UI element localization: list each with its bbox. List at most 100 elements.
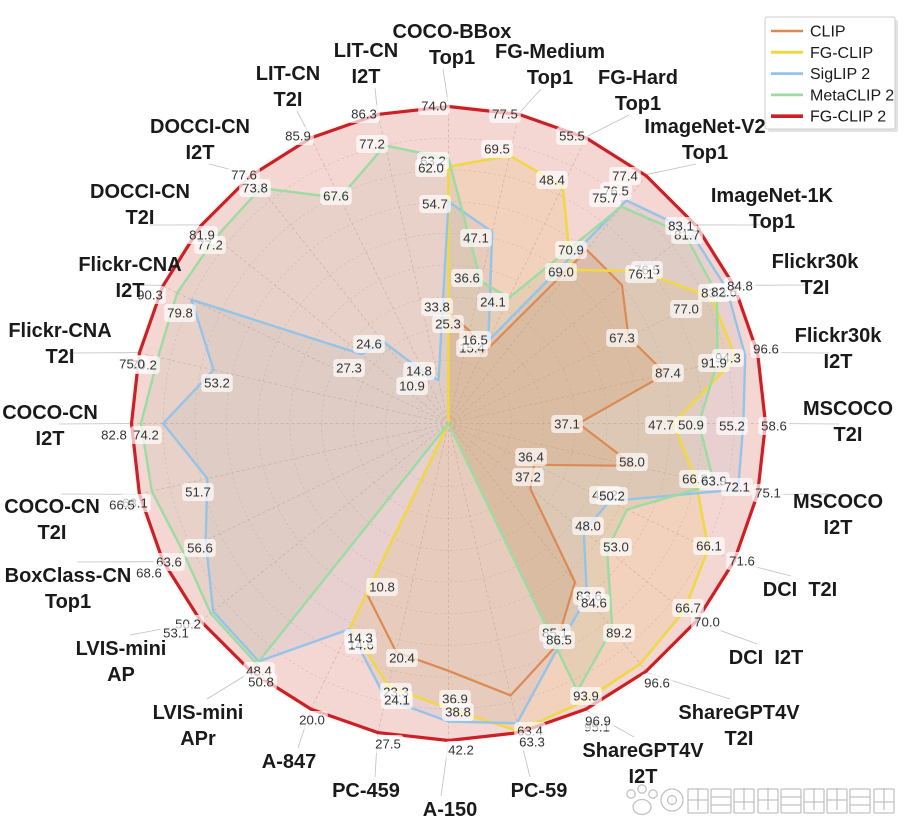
- svg-text:DOCCI-CN: DOCCI-CN: [150, 116, 250, 138]
- svg-text:COCO-CN: COCO-CN: [2, 402, 98, 424]
- svg-text:42.2: 42.2: [448, 743, 474, 758]
- svg-text:14.8: 14.8: [406, 364, 432, 379]
- svg-text:47.1: 47.1: [463, 231, 489, 246]
- svg-text:86.5: 86.5: [546, 633, 572, 648]
- svg-text:36.6: 36.6: [454, 271, 480, 286]
- svg-text:85.9: 85.9: [285, 129, 311, 144]
- svg-text:53.1: 53.1: [163, 626, 189, 641]
- svg-text:25.3: 25.3: [435, 317, 461, 332]
- svg-text:Top1: Top1: [527, 67, 573, 89]
- svg-text:LIT-CN: LIT-CN: [334, 40, 398, 62]
- svg-text:27.3: 27.3: [336, 361, 362, 376]
- svg-text:T2I: T2I: [38, 522, 67, 544]
- svg-text:50.8: 50.8: [248, 675, 274, 690]
- svg-text:91.9: 91.9: [701, 356, 727, 371]
- svg-text:67.6: 67.6: [323, 189, 349, 204]
- svg-text:I2T: I2T: [352, 66, 381, 88]
- svg-text:37.1: 37.1: [554, 417, 580, 432]
- svg-text:48.0: 48.0: [575, 519, 601, 534]
- svg-text:37.2: 37.2: [515, 470, 541, 485]
- svg-text:77.6: 77.6: [231, 168, 257, 183]
- svg-text:75.0: 75.0: [119, 357, 145, 372]
- svg-text:PC-59: PC-59: [511, 780, 568, 802]
- svg-text:CLIP: CLIP: [810, 24, 846, 41]
- svg-text:MSCOCO: MSCOCO: [803, 398, 893, 420]
- svg-text:Top1: Top1: [45, 591, 91, 613]
- svg-text:93.9: 93.9: [573, 689, 599, 704]
- svg-text:FG-Hard: FG-Hard: [598, 67, 678, 89]
- svg-text:58.6: 58.6: [761, 419, 787, 434]
- svg-text:Flickr-CNA: Flickr-CNA: [8, 320, 111, 342]
- svg-text:24.1: 24.1: [384, 693, 410, 708]
- svg-text:PC-459: PC-459: [332, 780, 400, 802]
- svg-text:A-150: A-150: [423, 799, 477, 821]
- svg-text:LVIS-mini: LVIS-mini: [76, 638, 167, 660]
- svg-text:MSCOCO: MSCOCO: [793, 491, 883, 513]
- svg-text:I2T: I2T: [36, 428, 65, 450]
- svg-text:89.2: 89.2: [606, 626, 632, 641]
- svg-text:81.9: 81.9: [189, 228, 215, 243]
- svg-text:Flickr30k: Flickr30k: [795, 325, 883, 347]
- svg-text:MetaCLIP 2: MetaCLIP 2: [810, 87, 894, 104]
- svg-text:84.6: 84.6: [581, 596, 607, 611]
- svg-text:70.9: 70.9: [558, 243, 584, 258]
- svg-text:75.1: 75.1: [755, 486, 781, 501]
- svg-text:20.4: 20.4: [389, 651, 415, 666]
- svg-text:LIT-CN: LIT-CN: [256, 63, 320, 85]
- svg-text:T2I: T2I: [274, 89, 303, 111]
- svg-text:38.8: 38.8: [445, 705, 471, 720]
- svg-text:50.9: 50.9: [678, 418, 704, 433]
- svg-text:T2I: T2I: [725, 728, 754, 750]
- svg-text:86.3: 86.3: [351, 107, 377, 122]
- svg-text:74.0: 74.0: [421, 99, 447, 114]
- svg-text:14.3: 14.3: [347, 631, 373, 646]
- svg-text:70.0: 70.0: [694, 615, 720, 630]
- svg-text:51.7: 51.7: [185, 485, 211, 500]
- svg-text:DOCCI-CN: DOCCI-CN: [90, 181, 190, 203]
- svg-text:10.9: 10.9: [399, 379, 425, 394]
- svg-text:APr: APr: [180, 728, 216, 750]
- svg-text:75.7: 75.7: [592, 191, 618, 206]
- svg-text:96.6: 96.6: [753, 342, 779, 357]
- svg-text:T2I: T2I: [126, 207, 155, 229]
- svg-text:Flickr30k: Flickr30k: [772, 251, 860, 273]
- svg-text:16.5: 16.5: [462, 333, 488, 348]
- svg-text:66.5: 66.5: [109, 498, 135, 513]
- svg-text:Top1: Top1: [429, 47, 475, 69]
- svg-text:67.3: 67.3: [609, 331, 635, 346]
- svg-text:47.7: 47.7: [648, 418, 674, 433]
- svg-text:63.3: 63.3: [519, 735, 545, 750]
- svg-text:72.1: 72.1: [724, 480, 750, 495]
- svg-text:36.4: 36.4: [518, 450, 544, 465]
- svg-text:87.4: 87.4: [655, 366, 681, 381]
- svg-text:96.9: 96.9: [585, 714, 611, 729]
- svg-text:96.6: 96.6: [644, 676, 670, 691]
- svg-text:FG-CLIP: FG-CLIP: [810, 45, 873, 62]
- svg-text:71.6: 71.6: [729, 554, 755, 569]
- svg-text:77.2: 77.2: [359, 137, 385, 152]
- svg-text:69.5: 69.5: [484, 142, 510, 157]
- svg-text:82.8: 82.8: [101, 428, 127, 443]
- svg-text:FG-CLIP 2: FG-CLIP 2: [810, 109, 886, 126]
- svg-text:76.1: 76.1: [628, 267, 654, 282]
- svg-text:66.1: 66.1: [696, 539, 722, 554]
- svg-text:56.6: 56.6: [187, 541, 213, 556]
- svg-text:68.6: 68.6: [136, 566, 162, 581]
- svg-text:54.7: 54.7: [422, 197, 448, 212]
- svg-text:T2I: T2I: [801, 277, 830, 299]
- svg-text:84.8: 84.8: [727, 279, 753, 294]
- svg-text:DCI T2I: DCI T2I: [763, 579, 837, 601]
- svg-text:53.0: 53.0: [603, 540, 629, 555]
- svg-text:69.0: 69.0: [548, 265, 574, 280]
- svg-text:I2T: I2T: [824, 517, 853, 539]
- svg-text:24.6: 24.6: [356, 337, 382, 352]
- svg-text:77.5: 77.5: [492, 107, 518, 122]
- svg-text:BoxClass-CN: BoxClass-CN: [5, 565, 132, 587]
- svg-text:55.2: 55.2: [719, 419, 745, 434]
- svg-text:27.5: 27.5: [375, 737, 401, 752]
- svg-text:77.0: 77.0: [673, 302, 699, 317]
- svg-text:Top1: Top1: [749, 211, 795, 233]
- svg-text:T2I: T2I: [46, 346, 75, 368]
- svg-text:83.1: 83.1: [668, 219, 694, 234]
- svg-text:20.0: 20.0: [299, 713, 325, 728]
